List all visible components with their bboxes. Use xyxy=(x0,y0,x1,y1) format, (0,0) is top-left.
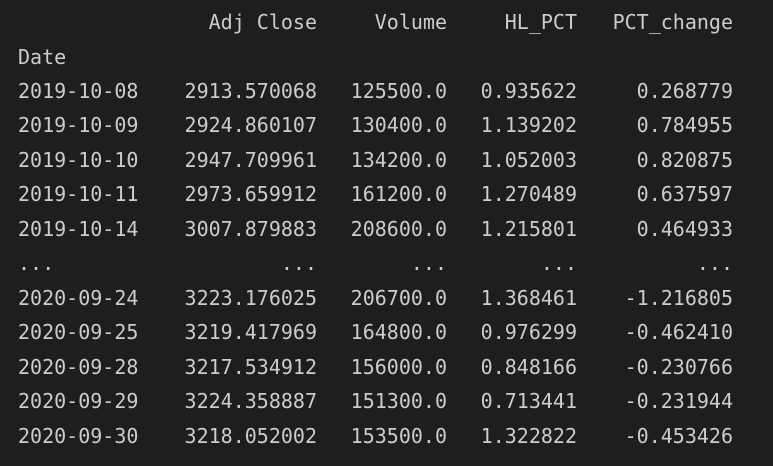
cell-adj-close: 3217.534912 xyxy=(184,355,317,379)
cell-hl-pct: 1.052003 xyxy=(480,148,577,172)
cell-pct-change: -1.216805 xyxy=(624,286,733,310)
cell-volume: 156000.0 xyxy=(350,355,447,379)
ellipsis-row: ... ... ... ... ... xyxy=(0,246,773,280)
cell-hl-pct: 0.848166 xyxy=(480,355,577,379)
cell-volume: 208600.0 xyxy=(350,217,447,241)
cell-volume: 130400.0 xyxy=(350,113,447,137)
table-row: 2019-10-11 2973.659912 161200.0 1.270489… xyxy=(0,177,773,211)
cell-adj-close: 2947.709961 xyxy=(184,148,317,172)
row-date: 2020-09-29 xyxy=(18,389,139,413)
cell-hl-pct: 0.976299 xyxy=(480,320,577,344)
cell-volume: 161200.0 xyxy=(350,182,447,206)
cell-hl-pct: 1.322822 xyxy=(480,424,577,448)
table-row: 2020-09-24 3223.176025 206700.0 1.368461… xyxy=(0,281,773,315)
table-row: 2019-10-14 3007.879883 208600.0 1.215801… xyxy=(0,212,773,246)
row-date: ... xyxy=(18,251,55,275)
row-date: 2020-09-24 xyxy=(18,286,139,310)
cell-volume: 151300.0 xyxy=(350,389,447,413)
row-date: 2019-10-14 xyxy=(18,217,139,241)
column-header-hl-pct: HL_PCT xyxy=(504,10,577,34)
cell-adj-close: 3224.358887 xyxy=(184,389,317,413)
cell-hl-pct: ... xyxy=(540,251,577,275)
column-header-volume: Volume xyxy=(374,10,447,34)
cell-volume: 153500.0 xyxy=(350,424,447,448)
row-date: 2020-09-25 xyxy=(18,320,139,344)
column-header-row: Adj Close Volume HL_PCT PCT_change xyxy=(0,5,773,39)
cell-adj-close: 3223.176025 xyxy=(184,286,317,310)
table-row: 2019-10-10 2947.709961 134200.0 1.052003… xyxy=(0,143,773,177)
cell-adj-close: 3219.417969 xyxy=(184,320,317,344)
cell-hl-pct: 0.713441 xyxy=(480,389,577,413)
column-header-adj-close: Adj Close xyxy=(208,10,317,34)
cell-pct-change: -0.453426 xyxy=(624,424,733,448)
cell-hl-pct: 0.935622 xyxy=(480,79,577,103)
table-row: 2020-09-28 3217.534912 156000.0 0.848166… xyxy=(0,350,773,384)
column-header-pct-change: PCT_change xyxy=(612,10,733,34)
cell-adj-close: 3218.052002 xyxy=(184,424,317,448)
row-date: 2019-10-11 xyxy=(18,182,139,206)
cell-pct-change: 0.820875 xyxy=(636,148,733,172)
cell-pct-change: ... xyxy=(696,251,733,275)
row-date: 2019-10-09 xyxy=(18,113,139,137)
cell-adj-close: 2913.570068 xyxy=(184,79,317,103)
cell-hl-pct: 1.215801 xyxy=(480,217,577,241)
cell-hl-pct: 1.270489 xyxy=(480,182,577,206)
cell-adj-close: 3007.879883 xyxy=(184,217,317,241)
cell-volume: ... xyxy=(410,251,447,275)
cell-adj-close: ... xyxy=(280,251,317,275)
table-row: 2019-10-08 2913.570068 125500.0 0.935622… xyxy=(0,74,773,108)
row-date: 2020-09-30 xyxy=(18,424,139,448)
cell-pct-change: 0.637597 xyxy=(636,182,733,206)
cell-pct-change: 0.268779 xyxy=(636,79,733,103)
cell-hl-pct: 1.139202 xyxy=(480,113,577,137)
cell-adj-close: 2973.659912 xyxy=(184,182,317,206)
index-name-date: Date xyxy=(18,45,67,69)
cell-adj-close: 2924.860107 xyxy=(184,113,317,137)
cell-pct-change: -0.231944 xyxy=(624,389,733,413)
row-date: 2019-10-08 xyxy=(18,79,139,103)
cell-pct-change: 0.784955 xyxy=(636,113,733,137)
cell-pct-change: -0.462410 xyxy=(624,320,733,344)
cell-volume: 206700.0 xyxy=(350,286,447,310)
row-date: 2019-10-10 xyxy=(18,148,139,172)
table-row: 2020-09-30 3218.052002 153500.0 1.322822… xyxy=(0,419,773,453)
cell-volume: 164800.0 xyxy=(350,320,447,344)
cell-volume: 134200.0 xyxy=(350,148,447,172)
table-row: 2020-09-29 3224.358887 151300.0 0.713441… xyxy=(0,384,773,418)
cell-hl-pct: 1.368461 xyxy=(480,286,577,310)
cell-volume: 125500.0 xyxy=(350,79,447,103)
index-name-row: Date xyxy=(0,40,773,74)
table-row: 2020-09-25 3219.417969 164800.0 0.976299… xyxy=(0,315,773,349)
table-row: 2019-10-09 2924.860107 130400.0 1.139202… xyxy=(0,108,773,142)
cell-pct-change: 0.464933 xyxy=(636,217,733,241)
row-date: 2020-09-28 xyxy=(18,355,139,379)
cell-pct-change: -0.230766 xyxy=(624,355,733,379)
